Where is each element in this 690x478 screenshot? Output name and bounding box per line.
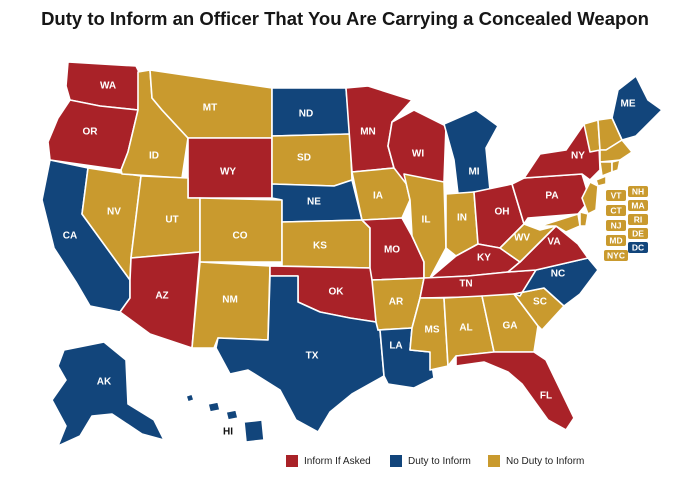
svg-text:NJ: NJ — [611, 220, 622, 230]
label-WA: WA — [100, 81, 116, 92]
legend-item-inform-if-asked: Inform If Asked — [286, 454, 371, 468]
label-ME: ME — [621, 99, 636, 110]
label-GA: GA — [503, 321, 518, 332]
state-MS — [409, 297, 449, 371]
label-ID: ID — [149, 151, 159, 162]
chip-MA: MA — [628, 200, 648, 211]
label-NV: NV — [107, 207, 121, 218]
svg-text:NYC: NYC — [607, 250, 625, 260]
label-KY: KY — [477, 253, 491, 264]
small-state-chips: VT NH MA CT RI NJ DE MD DC NYC — [604, 186, 648, 261]
label-LA: LA — [389, 341, 402, 352]
label-AK: AK — [97, 377, 112, 388]
chip-CT: CT — [606, 205, 626, 216]
state-HI-4 — [243, 419, 265, 443]
legend-label-no-duty: No Duty to Inform — [506, 455, 585, 467]
label-NY: NY — [571, 151, 585, 162]
svg-text:DE: DE — [632, 228, 644, 238]
svg-text:MA: MA — [631, 200, 644, 210]
state-MI — [443, 109, 499, 195]
label-OR: OR — [83, 127, 99, 138]
svg-text:RI: RI — [634, 214, 643, 224]
state-AK — [51, 341, 165, 447]
state-NYC — [595, 175, 607, 187]
chip-NH: NH — [628, 186, 648, 197]
state-ME — [611, 75, 663, 141]
legend-swatch-inform-if-asked — [286, 455, 298, 467]
label-AZ: AZ — [155, 291, 168, 302]
state-HI-3 — [225, 409, 239, 421]
chip-MD: MD — [606, 235, 626, 246]
label-PA: PA — [545, 191, 558, 202]
label-IN: IN — [457, 213, 467, 224]
label-OH: OH — [495, 207, 510, 218]
state-SD — [271, 133, 353, 187]
label-CA: CA — [63, 231, 77, 242]
label-SD: SD — [297, 153, 311, 164]
chip-DE: DE — [628, 228, 648, 239]
label-WI: WI — [412, 149, 424, 160]
chip-DC: DC — [628, 242, 648, 253]
label-MN: MN — [360, 127, 376, 138]
label-KS: KS — [313, 241, 327, 252]
state-MD — [539, 213, 581, 233]
legend-label-inform-if-asked: Inform If Asked — [304, 455, 371, 467]
chip-VT: VT — [606, 190, 626, 201]
legend-item-duty-to-inform: Duty to Inform — [390, 454, 471, 468]
label-CO: CO — [233, 231, 248, 242]
state-CT — [599, 161, 613, 177]
state-NJ — [581, 181, 599, 215]
legend: Inform If Asked Duty to Inform No Duty t… — [0, 454, 690, 468]
label-IA: IA — [373, 191, 383, 202]
label-UT: UT — [165, 215, 178, 226]
legend-item-no-duty: No Duty to Inform — [488, 454, 584, 468]
label-NC: NC — [551, 269, 565, 280]
label-WY: WY — [220, 167, 236, 178]
state-TX — [215, 275, 385, 433]
label-NM: NM — [222, 295, 238, 306]
state-DE — [579, 211, 589, 227]
label-FL: FL — [540, 391, 552, 402]
label-MS: MS — [425, 325, 440, 336]
label-HI: HI — [223, 427, 233, 438]
chip-NJ: NJ — [606, 220, 626, 231]
chip-NYC: NYC — [604, 250, 628, 261]
label-MO: MO — [384, 245, 400, 256]
label-MT: MT — [203, 103, 217, 114]
label-OK: OK — [329, 287, 345, 298]
label-AL: AL — [459, 323, 472, 334]
state-HI-2 — [207, 401, 221, 413]
label-VA: VA — [547, 237, 560, 248]
svg-text:DC: DC — [632, 242, 644, 252]
legend-swatch-duty-to-inform — [390, 455, 402, 467]
label-AR: AR — [389, 297, 404, 308]
label-IL: IL — [422, 215, 431, 226]
svg-text:CT: CT — [610, 205, 622, 215]
legend-label-duty-to-inform: Duty to Inform — [408, 455, 471, 467]
state-labels: WA OR CA NV ID MT WY UT AZ CO NM ND SD N… — [63, 81, 636, 438]
svg-text:NH: NH — [632, 186, 644, 196]
label-WV: WV — [514, 233, 530, 244]
label-MI: MI — [468, 167, 479, 178]
legend-swatch-no-duty — [488, 455, 500, 467]
svg-text:MD: MD — [609, 235, 622, 245]
label-NE: NE — [307, 197, 321, 208]
label-ND: ND — [299, 109, 313, 120]
map-title: Duty to Inform an Officer That You Are C… — [41, 8, 649, 29]
svg-text:VT: VT — [611, 190, 623, 200]
states-layer — [41, 61, 663, 447]
chip-RI: RI — [628, 214, 648, 225]
label-TN: TN — [459, 279, 472, 290]
state-HI-1 — [185, 393, 195, 403]
label-SC: SC — [533, 297, 547, 308]
label-TX: TX — [306, 351, 319, 362]
state-RI — [611, 159, 621, 173]
state-FL — [455, 351, 575, 431]
